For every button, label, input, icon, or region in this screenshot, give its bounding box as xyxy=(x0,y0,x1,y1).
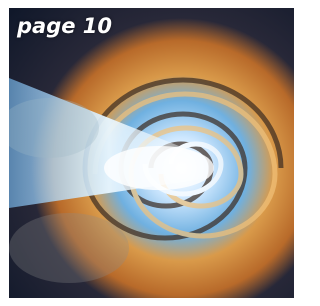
page-label: page 10 xyxy=(17,14,112,38)
page: {"label": "page 10"} xyxy=(0,0,302,306)
black-hole-art xyxy=(9,8,294,298)
illustration: page 10 xyxy=(9,8,294,298)
